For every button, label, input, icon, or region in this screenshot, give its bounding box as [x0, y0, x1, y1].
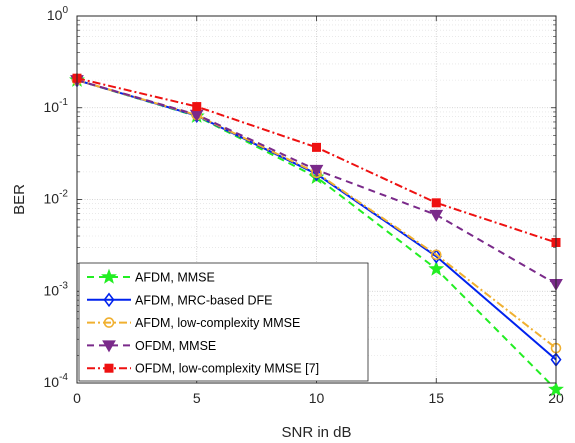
y-tick-label: 10-2	[44, 189, 69, 207]
data-point	[548, 381, 564, 397]
legend-label: AFDM, MRC-based DFE	[135, 293, 273, 307]
data-point	[430, 249, 442, 261]
legend-item: OFDM, low-complexity MMSE [7]	[87, 362, 319, 376]
plot-frame	[76, 15, 557, 384]
data-point	[430, 249, 442, 264]
legend-label: OFDM, low-complexity MMSE [7]	[135, 362, 319, 376]
legend-item: AFDM, MRC-based DFE	[87, 292, 273, 308]
y-tick-label: 10-3	[44, 280, 69, 298]
data-point	[431, 198, 441, 208]
legend-label: OFDM, MMSE	[135, 339, 216, 353]
legend-item: AFDM, low-complexity MMSE	[87, 316, 300, 330]
data-point	[311, 166, 322, 182]
legend-label: AFDM, MMSE	[135, 271, 215, 285]
legend-label: AFDM, low-complexity MMSE	[135, 316, 300, 330]
x-tick-label: 0	[73, 390, 81, 406]
x-tick-label: 15	[428, 390, 444, 406]
data-point	[104, 363, 114, 373]
y-axis-label: BER	[11, 184, 28, 215]
data-point	[101, 268, 117, 284]
legend-item: OFDM, MMSE	[87, 339, 216, 353]
data-point	[312, 142, 321, 152]
x-tick-label: 5	[193, 390, 201, 406]
x-axis-label: SNR in dB	[281, 424, 351, 441]
legend-item: AFDM, MMSE	[87, 268, 215, 285]
data-point	[429, 209, 444, 222]
x-tick-label: 10	[309, 390, 325, 406]
data-point	[428, 260, 445, 276]
y-tick-label: 100	[47, 5, 69, 23]
y-tick-label: 10-1	[44, 97, 69, 115]
series-line	[76, 77, 557, 244]
legend-box	[78, 262, 369, 382]
data-point	[102, 340, 116, 353]
data-point	[103, 292, 115, 308]
legend: AFDM, MMSE AFDM, MRC-based DFE AFDM, low-c…	[78, 262, 369, 382]
series-group	[69, 71, 564, 397]
data-point	[103, 317, 115, 328]
y-tick-label: 10-4	[44, 372, 69, 390]
data-point	[192, 102, 202, 112]
data-point	[309, 164, 324, 177]
